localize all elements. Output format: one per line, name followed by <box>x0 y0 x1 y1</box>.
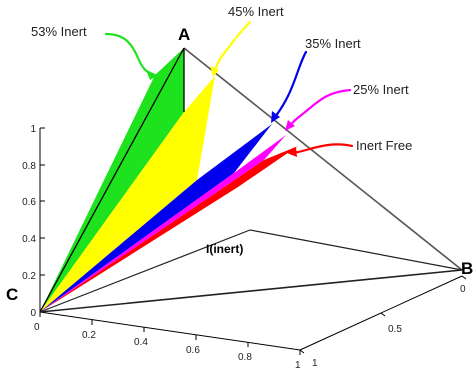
v-tick-4: 0.8 <box>22 161 36 172</box>
s-tick-0: 0 <box>460 284 466 295</box>
vertical-tick-marks <box>40 127 45 313</box>
edge-C-B <box>39 269 463 313</box>
label-25-inert: 25% Inert <box>353 82 409 97</box>
label-45-inert: 45% Inert <box>228 4 284 19</box>
side-axis-tick-labels: 0 0.5 1 <box>312 284 466 369</box>
f-tick-5: 1 <box>295 360 301 371</box>
arrow-25-inert <box>286 88 352 130</box>
line-I-B <box>249 229 463 271</box>
v-tick-0: 0 <box>30 308 36 319</box>
vertex-label-B: B <box>461 259 473 278</box>
f-tick-2: 0.4 <box>134 337 148 348</box>
label-35-inert: 35% Inert <box>305 36 361 51</box>
v-tick-2: 0.4 <box>22 234 36 245</box>
edge-C-A <box>39 47 185 313</box>
region-45-inert <box>40 76 215 312</box>
vertex-label-C: C <box>6 285 18 304</box>
arrow-45-inert <box>212 20 252 76</box>
region-inert-free <box>40 146 298 312</box>
label-53-inert: 53% Inert <box>31 24 87 39</box>
vertical-axis-tick-labels: 0 0.2 0.4 0.6 0.8 1 <box>22 124 36 319</box>
f-tick-3: 0.6 <box>186 345 200 356</box>
ternary-triangle <box>39 47 463 313</box>
arrow-53-inert <box>104 32 157 77</box>
vertex-label-A: A <box>178 25 190 44</box>
s-tick-1: 0.5 <box>388 324 402 335</box>
arrow-inert-free <box>288 143 354 154</box>
front-axis-tick-labels: 0 0.2 0.4 0.6 0.8 1 <box>34 322 301 371</box>
inner-label-inert: I(inert) <box>206 242 243 256</box>
f-tick-4: 0.8 <box>238 352 252 363</box>
edge-A-B <box>183 47 463 271</box>
callout-arrowheads <box>146 66 297 157</box>
v-tick-1: 0.2 <box>22 271 36 282</box>
arrow-35-inert <box>271 50 308 122</box>
v-tick-5: 1 <box>30 124 36 135</box>
region-35-inert <box>40 124 272 312</box>
f-tick-0: 0 <box>34 322 40 333</box>
line-C-I <box>39 229 251 313</box>
s-tick-2: 1 <box>312 358 318 369</box>
f-tick-1: 0.2 <box>82 330 96 341</box>
side-tick-marks <box>299 275 467 354</box>
v-tick-3: 0.6 <box>22 197 36 208</box>
front-tick-marks <box>39 312 301 355</box>
front-axis-line <box>39 311 301 351</box>
label-inert-free: Inert Free <box>356 138 412 153</box>
